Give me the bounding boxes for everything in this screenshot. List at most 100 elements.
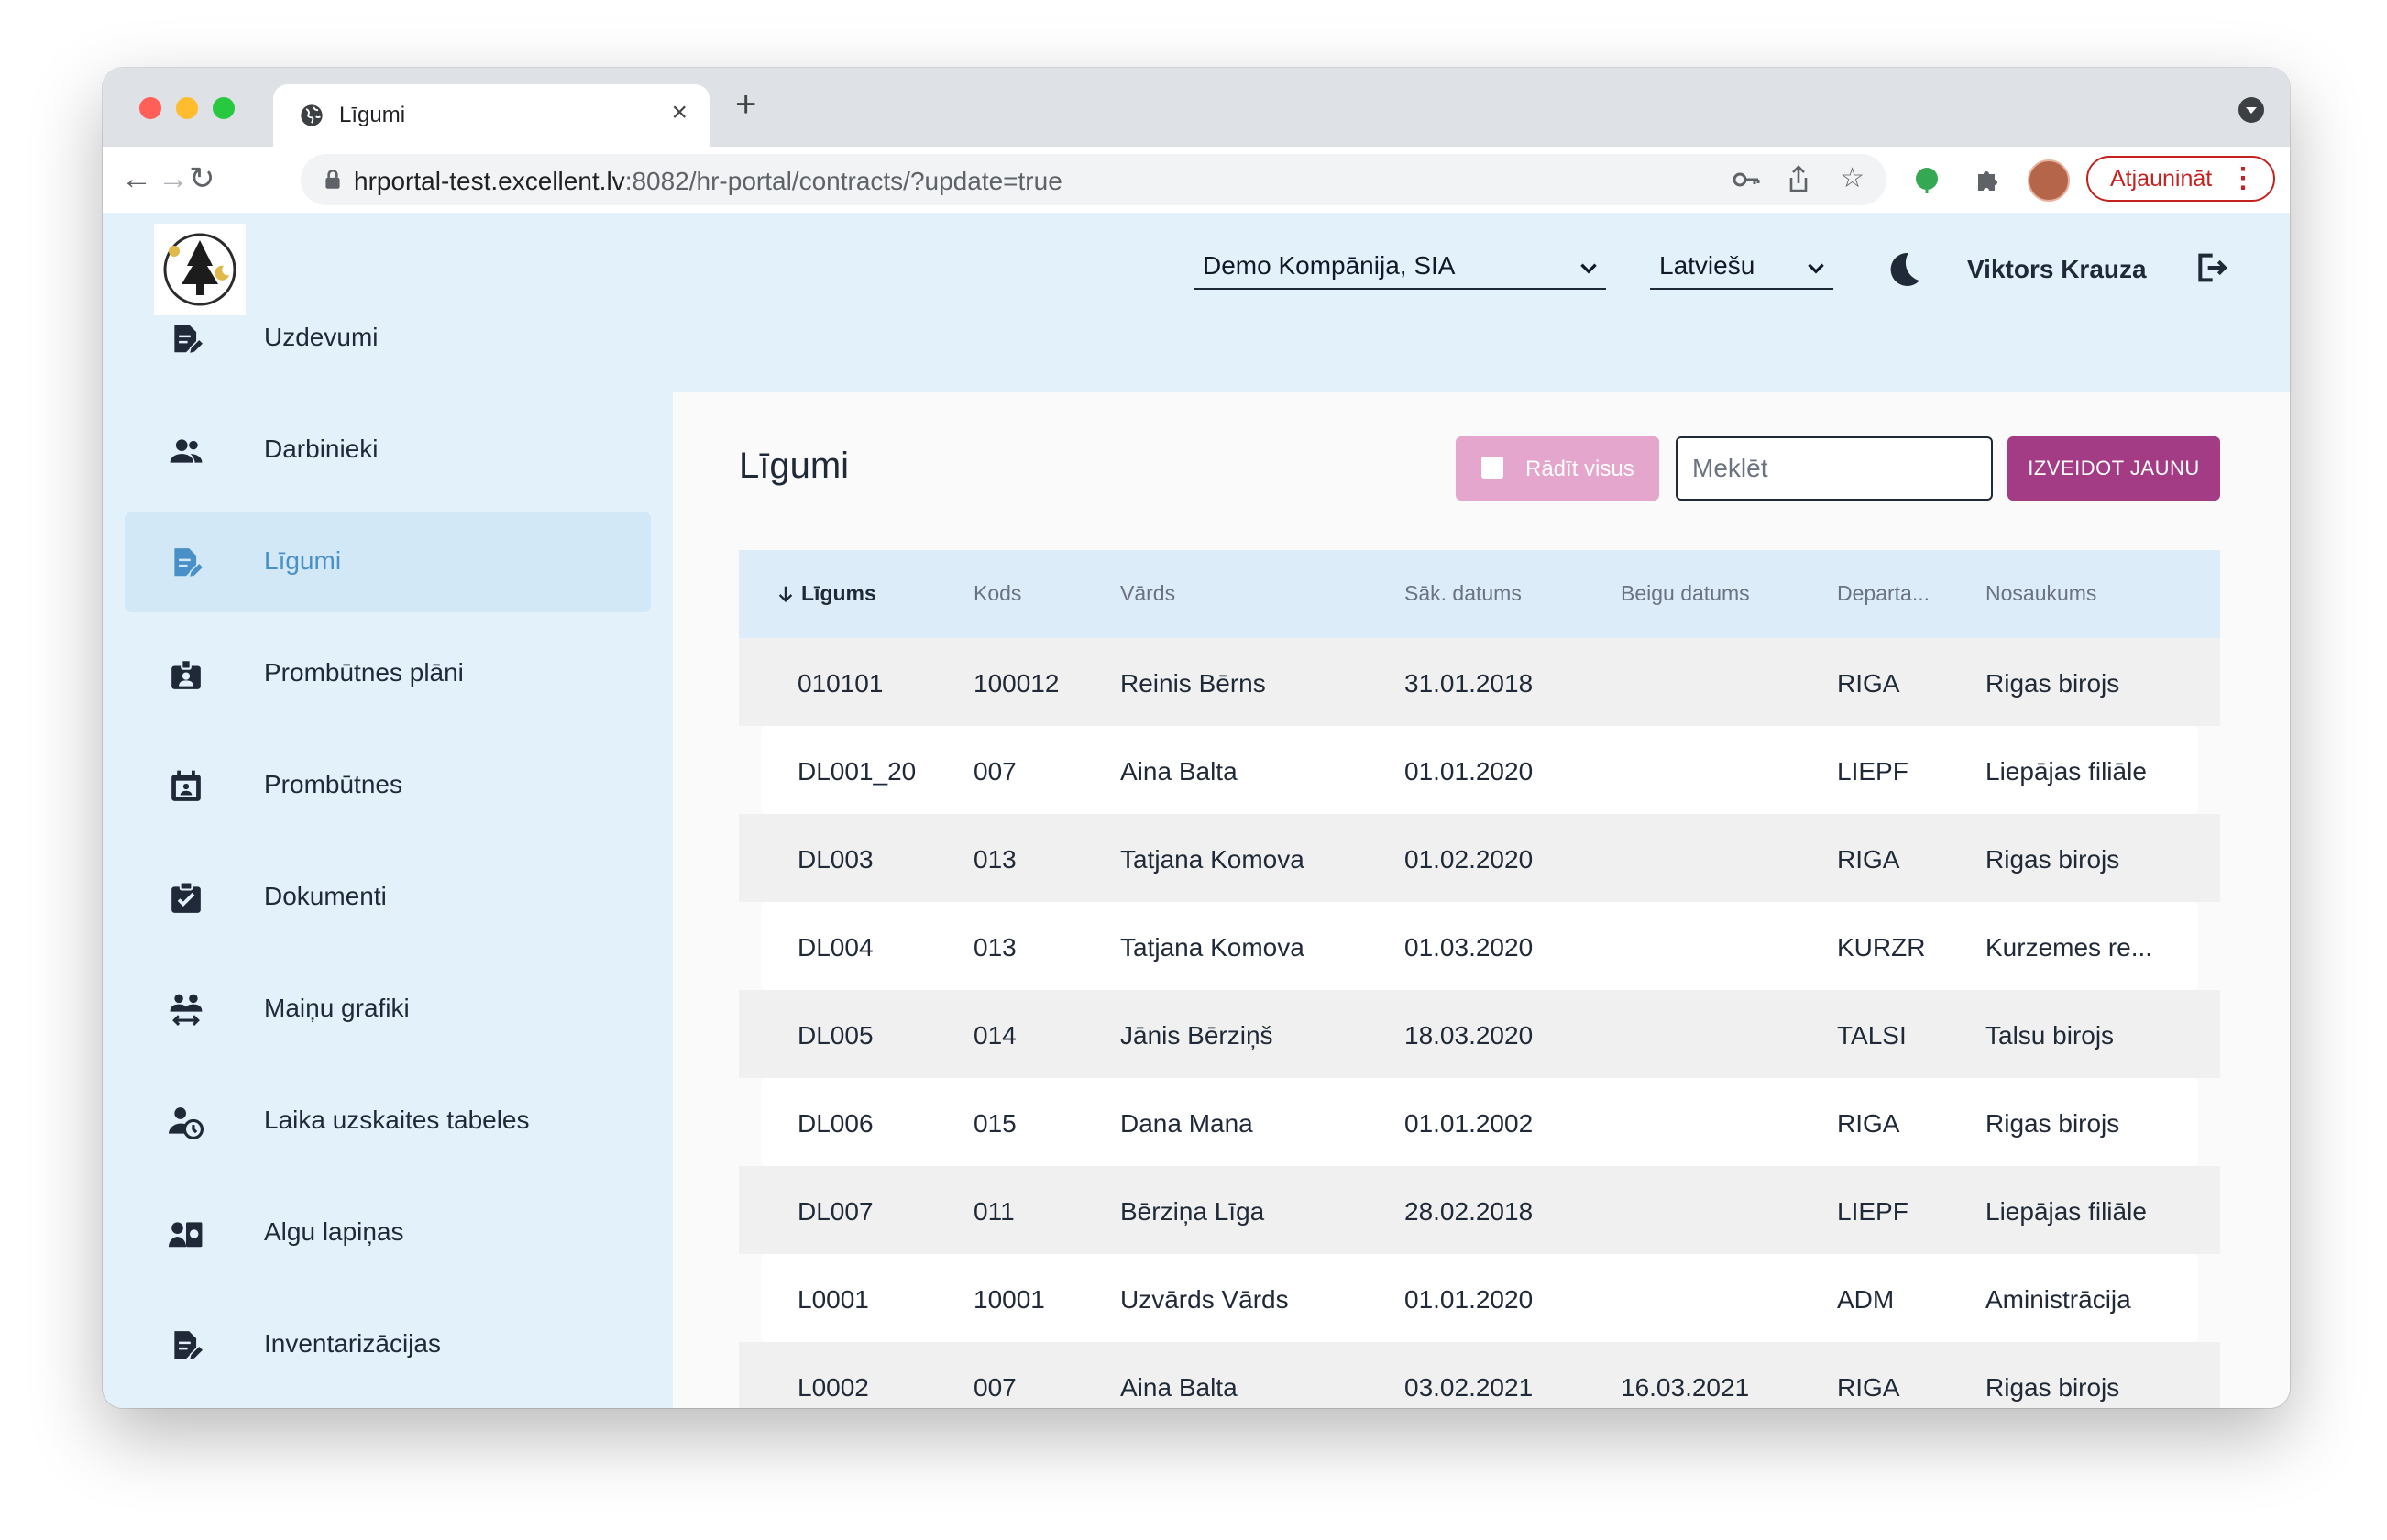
reload-button[interactable]: ↻ <box>189 161 215 196</box>
table-cell: 013 <box>974 845 1017 874</box>
column-header-kods[interactable]: Kods <box>974 581 1022 605</box>
table-cell: 31.01.2018 <box>1404 669 1534 698</box>
table-cell: 100012 <box>974 669 1060 698</box>
table-cell: DL001_20 <box>798 757 917 786</box>
company-select[interactable]: Demo Kompānija, SIA <box>1194 249 1606 290</box>
table-cell: Dana Mana <box>1120 1109 1253 1138</box>
minimize-window-button[interactable] <box>176 97 198 119</box>
close-window-button[interactable] <box>139 97 161 119</box>
table-row[interactable]: DL005 014 Jānis Bērziņš 18.03.2020 TALSI Tals… <box>739 990 2220 1078</box>
table-cell: Jānis Bērziņš <box>1120 1021 1273 1050</box>
browser-window: Līgumi × + ← → ↻ hrportal-test.excellent… <box>103 68 2290 1408</box>
table-cell: Bērziņa Līga <box>1120 1197 1265 1226</box>
user-name[interactable]: Viktors Krauza <box>1967 255 2147 283</box>
sidebar-item-mainu-grafiki[interactable]: Maiņu grafiki <box>125 959 651 1060</box>
table-row[interactable]: L0001 10001 Uzvārds Vārds 01.01.2020 ADM Amin… <box>739 1254 2220 1342</box>
table-cell: Talsu birojs <box>1986 1021 2115 1050</box>
table-cell: Aina Balta <box>1120 757 1238 786</box>
table-cell: 014 <box>974 1021 1017 1050</box>
back-button[interactable]: ← <box>121 161 152 196</box>
chevron-down-icon <box>1808 263 1824 274</box>
table-row[interactable]: DL003 013 Tatjana Komova 01.02.2020 RIGA Riga… <box>739 814 2220 902</box>
sidebar-item-laika-uzskaites-tabeles[interactable]: Laika uzskaites tabeles <box>125 1071 651 1172</box>
sidebar-item-uzdevumi[interactable]: Uzdevumi <box>125 288 651 389</box>
company-logo[interactable] <box>154 224 246 315</box>
globe-icon <box>301 104 323 126</box>
table-cell: L0002 <box>798 1373 869 1402</box>
show-all-toggle[interactable]: Rādīt visus <box>1456 436 1659 500</box>
logout-icon[interactable] <box>2193 249 2229 286</box>
shift-swap-icon <box>170 994 203 1026</box>
table-cell: DL005 <box>798 1021 874 1050</box>
app-area: Demo Kompānija, SIA Latviešu Viktors Kra… <box>103 213 2290 1408</box>
table-cell: Rigas birojs <box>1986 1109 2120 1138</box>
browser-toolbar: ← → ↻ hrportal-test.excellent.lv:8082/hr… <box>103 147 2290 214</box>
tab-title: Līgumi <box>339 103 406 127</box>
update-button[interactable]: Atjaunināt ⋮ <box>2086 156 2275 202</box>
table-cell: ADM <box>1837 1285 1895 1314</box>
create-new-button[interactable]: IZVEIDOT JAUNU <box>2008 436 2220 500</box>
profile-avatar[interactable] <box>2028 160 2070 202</box>
table-cell: Reinis Bērns <box>1120 669 1266 698</box>
table-row[interactable]: 010101 100012 Reinis Bērns 31.01.2018 RIGA Ri… <box>739 638 2220 726</box>
more-vertical-icon[interactable]: ⋮ <box>2229 163 2257 193</box>
column-header-sak-datums[interactable]: Sāk. datums <box>1404 581 1522 605</box>
table-cell: RIGA <box>1837 845 1900 874</box>
sidebar-item-darbinieki[interactable]: Darbinieki <box>125 400 651 500</box>
language-select[interactable]: Latviešu <box>1650 249 1833 290</box>
table-cell: 01.02.2020 <box>1404 845 1534 874</box>
contracts-table: Līgums Kods Vārds Sāk. datums Beigu datu… <box>739 550 2220 1408</box>
browser-tab[interactable]: Līgumi × <box>273 84 710 147</box>
address-bar[interactable]: hrportal-test.excellent.lv:8082/hr-porta… <box>301 154 1886 205</box>
extension-leaf-icon[interactable] <box>1912 165 1942 194</box>
clipboard-check-icon <box>171 881 201 913</box>
show-all-checkbox[interactable] <box>1481 456 1503 478</box>
table-cell: RIGA <box>1837 669 1900 698</box>
table-row[interactable]: DL007 011 Bērziņa Līga 28.02.2018 LIEPF Liepā… <box>739 1166 2220 1254</box>
share-icon[interactable] <box>1786 165 1811 194</box>
column-header-vards[interactable]: Vārds <box>1120 581 1176 605</box>
main-content: Līgumi Rādīt visus IZVEIDOT JAUNU Līgums… <box>673 392 2290 1408</box>
sidebar-item-prombutnes-plani[interactable]: Prombūtnes plāni <box>125 623 651 724</box>
search-input[interactable] <box>1676 436 1993 500</box>
sidebar-item-prombutnes[interactable]: Prombūtnes <box>125 735 651 836</box>
close-tab-icon[interactable]: × <box>671 97 688 127</box>
bookmark-star-icon[interactable]: ☆ <box>1840 163 1864 193</box>
calendar-person-icon <box>171 770 201 801</box>
url-text: hrportal-test.excellent.lv:8082/hr-porta… <box>354 167 1062 195</box>
column-header-departaments[interactable]: Departa... <box>1837 581 1930 605</box>
column-header-ligums[interactable]: Līgums <box>776 581 876 606</box>
forward-button[interactable]: → <box>158 161 189 196</box>
table-cell: TALSI <box>1837 1021 1907 1050</box>
sidebar-item-inventarizacijas[interactable]: Inventarizācijas <box>125 1294 651 1395</box>
table-cell: RIGA <box>1837 1373 1900 1402</box>
table-cell: 013 <box>974 933 1017 962</box>
sidebar-item-dokumenti[interactable]: Dokumenti <box>125 847 651 948</box>
table-row[interactable]: L0002 007 Aina Balta 03.02.2021 16.03.2021 RI… <box>739 1342 2220 1408</box>
sidebar-item-algu-lapinas[interactable]: Algu lapiņas <box>125 1182 651 1283</box>
table-cell: DL007 <box>798 1197 874 1226</box>
table-header: Līgums Kods Vārds Sāk. datums Beigu datu… <box>739 550 2220 638</box>
maximize-window-button[interactable] <box>213 97 235 119</box>
column-header-beigu-datums[interactable]: Beigu datums <box>1621 581 1750 605</box>
dark-mode-moon-icon[interactable] <box>1881 248 1925 292</box>
table-cell: Aina Balta <box>1120 1373 1238 1402</box>
new-tab-button[interactable]: + <box>735 84 757 125</box>
table-cell: Tatjana Komova <box>1120 933 1304 962</box>
column-header-nosaukums[interactable]: Nosaukums <box>1986 581 2097 605</box>
arrow-down-icon <box>778 586 793 603</box>
sidebar-item-ligumi[interactable]: Līgumi <box>125 512 651 612</box>
extensions-puzzle-icon[interactable] <box>1973 165 2002 194</box>
person-clock-icon <box>169 1107 204 1139</box>
table-cell: 18.03.2020 <box>1404 1021 1534 1050</box>
chevron-down-icon <box>1580 263 1597 274</box>
table-cell: Rigas birojs <box>1986 1373 2120 1402</box>
table-row[interactable]: DL006 015 Dana Mana 01.01.2002 RIGA Rigas bir… <box>739 1078 2220 1166</box>
table-row[interactable]: DL004 013 Tatjana Komova 01.03.2020 KURZR Kur… <box>739 902 2220 990</box>
table-cell: KURZR <box>1837 933 1926 962</box>
table-cell: Rigas birojs <box>1986 669 2120 698</box>
table-cell: 16.03.2021 <box>1621 1373 1750 1402</box>
key-icon[interactable] <box>1732 169 1760 191</box>
table-row[interactable]: DL001_20 007 Aina Balta 01.01.2020 LIEPF Liep… <box>739 726 2220 814</box>
tab-search-icon[interactable] <box>2238 97 2264 123</box>
